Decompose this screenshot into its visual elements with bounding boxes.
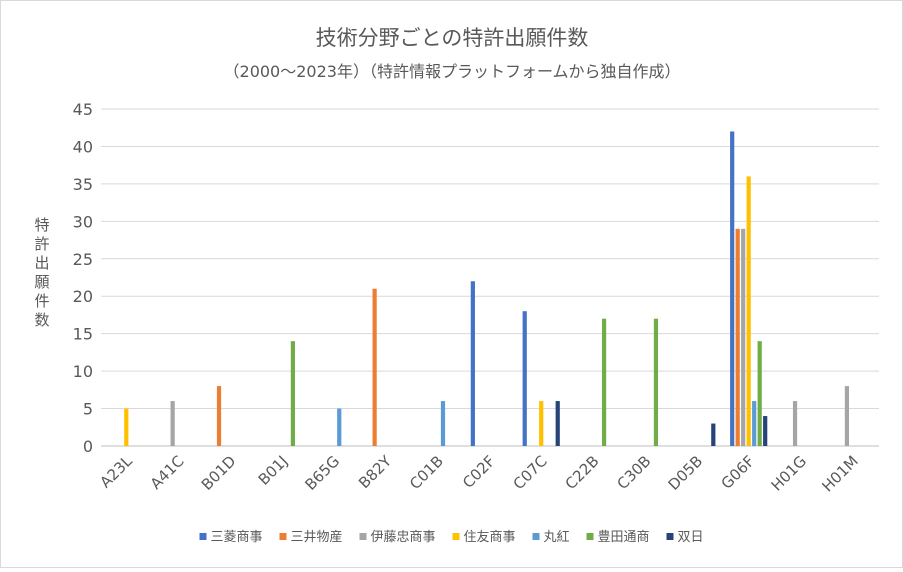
chart-subtitle: （2000～2023年）（特許情報プラットフォームから独自作成） <box>224 62 681 81</box>
x-tick-label: B01D <box>198 452 240 494</box>
legend-swatch <box>452 533 460 540</box>
legend-label: 双日 <box>678 530 704 545</box>
y-axis-label: 特許出願件数 <box>34 216 49 329</box>
bar <box>470 281 475 446</box>
x-tick-label: C02F <box>459 452 499 492</box>
bar <box>440 401 446 446</box>
bars <box>124 131 850 446</box>
x-tick-label: H01M <box>819 452 862 495</box>
legend-swatch <box>279 533 287 540</box>
y-tick-label: 30 <box>73 212 93 231</box>
legend-label: 丸紅 <box>544 530 570 545</box>
legend-swatch <box>586 533 594 540</box>
y-tick-label: 40 <box>73 137 93 156</box>
legend-swatch <box>359 533 367 540</box>
legend: 三菱商事 三井物産 伊藤忠商事 住友商事 丸紅 豊田通商 双日 <box>199 529 704 545</box>
x-tick-label: D05B <box>665 452 707 494</box>
legend-label: 住友商事 <box>464 529 516 545</box>
bar <box>746 176 751 446</box>
x-tick-label: C01B <box>406 452 447 493</box>
bar <box>735 228 740 446</box>
legend-label: 伊藤忠商事 <box>371 530 436 545</box>
x-tick-label: C07C <box>510 452 551 493</box>
legend-swatch <box>666 533 674 540</box>
y-tick-label: 5 <box>83 400 93 419</box>
bar <box>372 288 377 446</box>
bar <box>216 386 222 446</box>
bar <box>844 386 850 446</box>
bar <box>730 131 735 446</box>
y-tick-label: 10 <box>73 362 93 381</box>
x-tick-label: B65G <box>301 452 343 494</box>
legend-swatch <box>532 533 540 540</box>
chart-title: 技術分野ごとの特許出願件数 <box>316 26 589 50</box>
x-tick-label: B82Y <box>355 452 396 493</box>
x-tick-label: A23L <box>96 452 136 492</box>
bar <box>763 416 768 446</box>
bar <box>555 401 560 446</box>
bar <box>170 401 175 446</box>
bar <box>711 423 716 446</box>
bar <box>752 401 757 446</box>
legend-label: 豊田通商 <box>598 530 650 545</box>
bar <box>653 318 659 446</box>
bar <box>741 228 746 446</box>
x-tick-label: H01G <box>768 452 810 494</box>
y-tick-label: 45 <box>73 100 93 119</box>
x-tick-labels: A23L A41C B01D B01J B65G B82Y C01B C02F C07C C22B… <box>96 452 862 496</box>
y-tick-label: 35 <box>73 175 93 194</box>
x-tick-label: B01J <box>255 452 292 489</box>
y-tick-label: 15 <box>73 325 93 344</box>
bar <box>792 401 798 446</box>
y-tick-labels: 0 5 10 15 20 25 30 35 40 45 <box>73 100 93 456</box>
legend-label: 三井物産 <box>291 529 343 545</box>
y-tick-label: 0 <box>83 437 93 456</box>
y-tick-label: 20 <box>73 287 93 306</box>
bar <box>601 318 607 446</box>
bar <box>522 311 527 446</box>
y-tick-label: 25 <box>73 250 93 269</box>
bar <box>757 341 762 446</box>
bar <box>539 401 544 446</box>
legend-swatch <box>199 533 207 540</box>
x-tick-label: G06F <box>718 452 759 493</box>
x-tick-label: C30B <box>614 452 655 493</box>
bar <box>337 408 342 446</box>
legend-label: 三菱商事 <box>211 530 263 545</box>
bar <box>124 408 129 446</box>
gridlines <box>101 108 879 447</box>
bar <box>290 341 295 446</box>
x-tick-label: C22B <box>562 452 603 493</box>
x-tick-label: A41C <box>147 452 188 493</box>
